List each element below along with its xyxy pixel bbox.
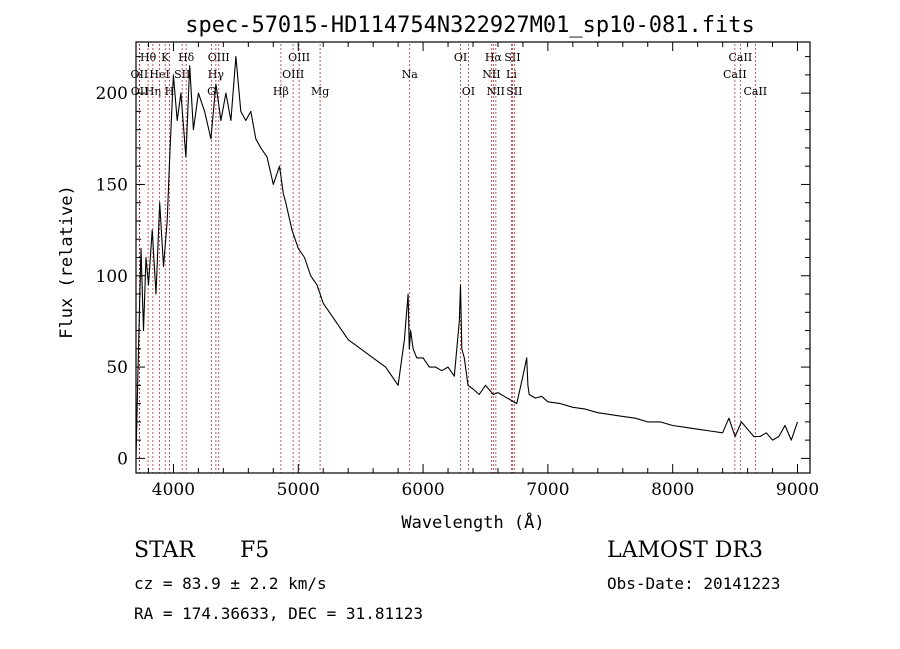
line-label-15: Mg [311, 85, 329, 98]
line-label-3: Hη [145, 85, 161, 98]
line-label-16: Na [402, 68, 419, 81]
chart-title: spec-57015-HD114754N322927M01_sp10-081.f… [185, 13, 755, 38]
line-label-26: CaII [723, 68, 747, 81]
spectral-subclass: F5 [240, 538, 270, 563]
x-tick-label-1: 5000 [277, 480, 320, 500]
line-label-14: OIII [282, 68, 304, 81]
line-label-25: CaII [729, 51, 753, 64]
x-tick-label-5: 9000 [776, 480, 819, 500]
line-label-21: NII [487, 85, 505, 98]
x-axis-label: Wavelength (Å) [401, 511, 544, 533]
line-label-18: OI [462, 85, 475, 98]
line-label-4: HeI [149, 68, 169, 81]
x-tick-label-4: 8000 [651, 480, 694, 500]
y-tick-label-4: 200 [96, 84, 128, 104]
x-tick-label-2: 6000 [401, 480, 444, 500]
line-label-6: SII [174, 68, 190, 81]
coordinates: RA = 174.36633, DEC = 31.81123 [134, 604, 423, 623]
redshift-cz: cz = 83.9 ± 2.2 km/s [134, 574, 327, 593]
y-axis-label: Flux (relative) [57, 185, 77, 339]
line-label-17: OI [454, 51, 467, 64]
x-tick-label-0: 4000 [152, 480, 195, 500]
y-tick-label-2: 100 [96, 267, 128, 287]
y-tick-label-0: 0 [117, 449, 128, 469]
line-label-12: Hβ [273, 85, 289, 98]
spectrum-layer [135, 56, 799, 459]
line-label-27: CaII [743, 85, 767, 98]
y-tick-label-1: 50 [106, 358, 128, 378]
line-label-22: SII [504, 51, 520, 64]
axis-ticks-layer: 4000 5000 6000 7000 8000 9000 0 50 100 150 200 [96, 42, 819, 500]
y-tick-label-3: 150 [96, 175, 128, 195]
line-label-2: OII [131, 85, 149, 98]
line-label-11: G [207, 85, 216, 98]
line-label-19: Hα [485, 51, 503, 64]
spectrum-series-line [135, 56, 799, 459]
line-label-0: Hθ [140, 51, 157, 64]
line-label-7: H [165, 85, 175, 98]
survey-name: LAMOST DR3 [607, 538, 763, 563]
line-label-8: Hδ [178, 51, 195, 64]
x-tick-label-3: 7000 [526, 480, 569, 500]
plot-frame [135, 41, 811, 474]
line-label-20: NII [482, 68, 500, 81]
observation-date: Obs-Date: 20141223 [607, 574, 781, 593]
line-label-10: Hγ [208, 68, 225, 81]
line-label-23: Li [506, 68, 517, 81]
line-label-24: SII [506, 85, 522, 98]
line-label-13: OIII [288, 51, 310, 64]
object-class: STAR [134, 538, 195, 563]
line-label-9: OIII [208, 51, 230, 64]
line-label-5: K [161, 51, 170, 64]
spectral-lines-layer: HθOIIOIIHηHeIKSIIHHδOIIIHγGHβOIIIOIIIMgN… [131, 44, 767, 473]
